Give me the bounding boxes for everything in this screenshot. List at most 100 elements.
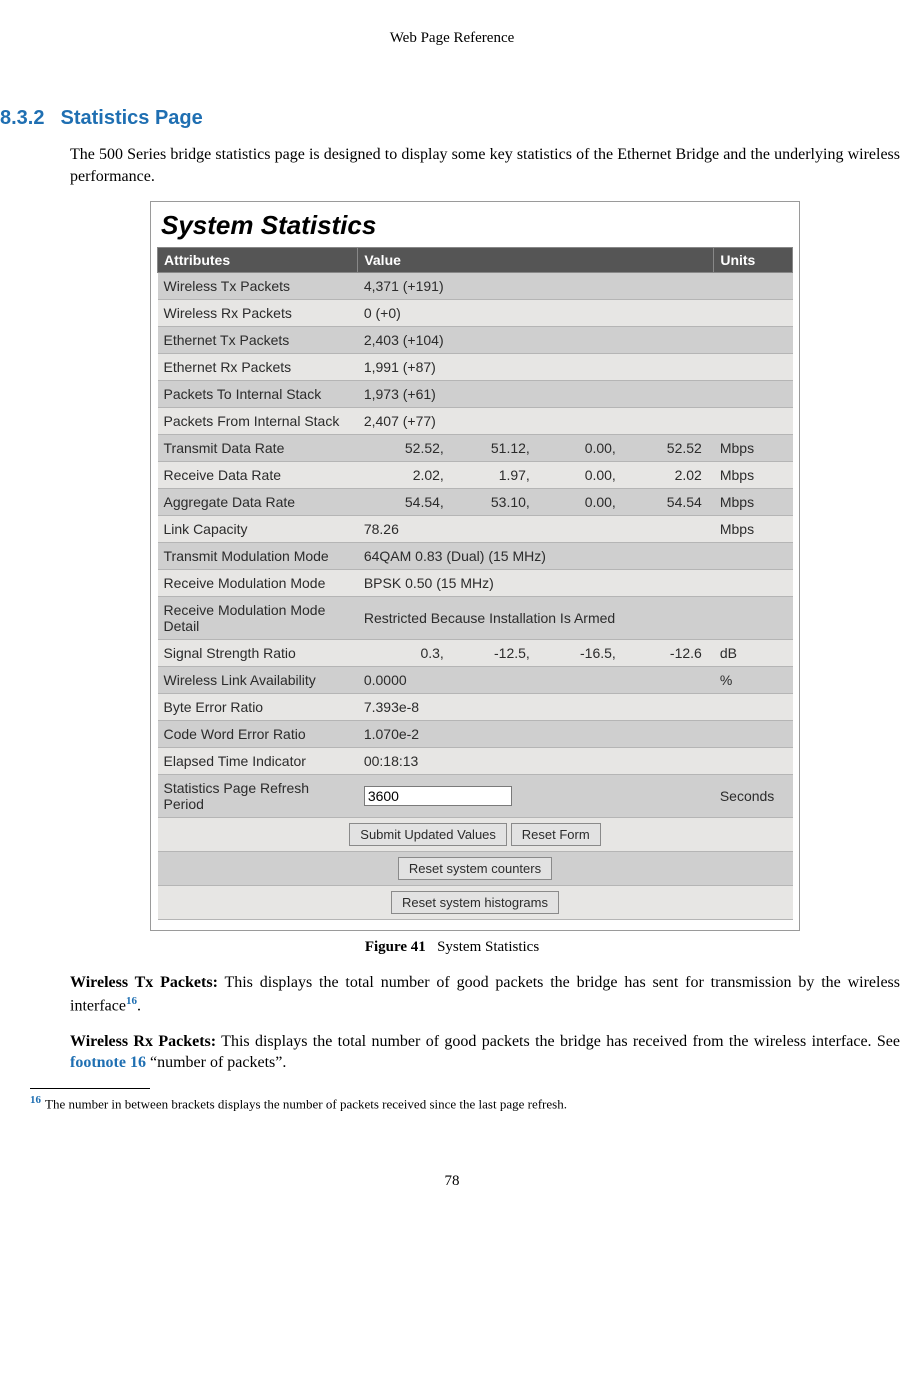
desc-tx-text-b: . <box>137 997 141 1014</box>
cell-value: BPSK 0.50 (15 MHz) <box>358 570 714 597</box>
footnote-text: The number in between brackets displays … <box>45 1096 567 1111</box>
cell-attribute: Wireless Link Availability <box>158 667 358 694</box>
cell-units <box>714 354 793 381</box>
footnote-ref-16[interactable]: footnote 16 <box>70 1054 146 1071</box>
refresh-period-row: Statistics Page Refresh PeriodSeconds <box>158 775 793 818</box>
figure-text: System Statistics <box>437 939 539 955</box>
cell-units <box>714 381 793 408</box>
cell-value: 54.54,53.10,0.00,54.54 <box>358 489 714 516</box>
quad-value: 52.52 <box>622 440 708 456</box>
cell-attribute: Wireless Rx Packets <box>158 300 358 327</box>
figure-caption: Figure 41 System Statistics <box>0 939 904 956</box>
th-value: Value <box>358 248 714 273</box>
cell-attribute: Packets To Internal Stack <box>158 381 358 408</box>
cell-units <box>714 748 793 775</box>
statistics-table: Attributes Value Units Wireless Tx Packe… <box>157 247 793 920</box>
cell-attribute: Receive Data Rate <box>158 462 358 489</box>
cell-value: 2.02,1.97,0.00,2.02 <box>358 462 714 489</box>
table-row: Wireless Rx Packets0 (+0) <box>158 300 793 327</box>
cell-units: Mbps <box>714 489 793 516</box>
button-cell: Reset system counters <box>158 852 793 886</box>
table-row: Packets From Internal Stack2,407 (+77) <box>158 408 793 435</box>
system-statistics-panel: System Statistics Attributes Value Units… <box>150 201 800 931</box>
quad-value: 2.02, <box>364 467 450 483</box>
desc-tx-term: Wireless Tx Packets: <box>70 974 218 991</box>
cell-value: 0 (+0) <box>358 300 714 327</box>
table-row: Signal Strength Ratio0.3,-12.5,-16.5,-12… <box>158 640 793 667</box>
section-title: Statistics Page <box>60 107 202 129</box>
table-row: Packets To Internal Stack1,973 (+61) <box>158 381 793 408</box>
quad-value: 0.3, <box>364 645 450 661</box>
cell-attribute: Elapsed Time Indicator <box>158 748 358 775</box>
refresh-period-input[interactable] <box>364 786 512 806</box>
table-row: Ethernet Rx Packets1,991 (+87) <box>158 354 793 381</box>
quad-value: 1.97, <box>450 467 536 483</box>
table-row: Receive Data Rate2.02,1.97,0.00,2.02Mbps <box>158 462 793 489</box>
quad-value: 0.00, <box>536 494 622 510</box>
table-row: Wireless Tx Packets4,371 (+191) <box>158 273 793 300</box>
cell-attribute: Transmit Data Rate <box>158 435 358 462</box>
desc-rx-text-b: “number of packets”. <box>146 1054 286 1071</box>
cell-value: 1,973 (+61) <box>358 381 714 408</box>
button-row-1: Submit Updated Values Reset Form <box>158 818 793 852</box>
reset-system-counters-button[interactable]: Reset system counters <box>398 857 552 880</box>
cell-units <box>714 570 793 597</box>
running-head: Web Page Reference <box>0 30 904 47</box>
submit-updated-values-button[interactable]: Submit Updated Values <box>349 823 507 846</box>
cell-attribute: Transmit Modulation Mode <box>158 543 358 570</box>
reset-form-button[interactable]: Reset Form <box>511 823 601 846</box>
quad-value: 0.00, <box>536 440 622 456</box>
button-row-3: Reset system histograms <box>158 886 793 920</box>
th-units: Units <box>714 248 793 273</box>
button-cell: Submit Updated Values Reset Form <box>158 818 793 852</box>
section-number: 8.3.2 <box>0 107 44 129</box>
quad-value: -12.6 <box>622 645 708 661</box>
cell-units <box>714 327 793 354</box>
cell-attribute: Receive Modulation Mode <box>158 570 358 597</box>
figure-label: Figure 41 <box>365 939 426 955</box>
cell-value: 4,371 (+191) <box>358 273 714 300</box>
reset-system-histograms-button[interactable]: Reset system histograms <box>391 891 559 914</box>
table-row: Elapsed Time Indicator00:18:13 <box>158 748 793 775</box>
cell-attribute: Ethernet Rx Packets <box>158 354 358 381</box>
quad-value: 54.54 <box>622 494 708 510</box>
table-row: Receive Modulation Mode DetailRestricted… <box>158 597 793 640</box>
cell-value: 52.52,51.12,0.00,52.52 <box>358 435 714 462</box>
quad-value: 54.54, <box>364 494 450 510</box>
desc-rx-term: Wireless Rx Packets: <box>70 1033 216 1050</box>
table-row: Byte Error Ratio7.393e-8 <box>158 694 793 721</box>
section-heading: 8.3.2 Statistics Page <box>0 107 904 130</box>
cell-units: % <box>714 667 793 694</box>
cell-value: 1,991 (+87) <box>358 354 714 381</box>
cell-attribute: Code Word Error Ratio <box>158 721 358 748</box>
cell-value: 7.393e-8 <box>358 694 714 721</box>
cell-units <box>714 273 793 300</box>
cell-units <box>714 694 793 721</box>
quad-value: 51.12, <box>450 440 536 456</box>
table-row: Code Word Error Ratio1.070e-2 <box>158 721 793 748</box>
th-attributes: Attributes <box>158 248 358 273</box>
cell-attribute: Byte Error Ratio <box>158 694 358 721</box>
page-number: 78 <box>0 1173 904 1190</box>
cell-value: 1.070e-2 <box>358 721 714 748</box>
cell-attribute: Packets From Internal Stack <box>158 408 358 435</box>
cell-attribute: Signal Strength Ratio <box>158 640 358 667</box>
quad-value: 0.00, <box>536 467 622 483</box>
intro-paragraph: The 500 Series bridge statistics page is… <box>70 144 904 187</box>
desc-wireless-tx: Wireless Tx Packets: This displays the t… <box>70 972 904 1017</box>
cell-value: 00:18:13 <box>358 748 714 775</box>
table-row: Transmit Modulation Mode64QAM 0.83 (Dual… <box>158 543 793 570</box>
cell-attribute: Aggregate Data Rate <box>158 489 358 516</box>
cell-units <box>714 543 793 570</box>
cell-attribute: Receive Modulation Mode Detail <box>158 597 358 640</box>
cell-units <box>714 408 793 435</box>
quad-value: 52.52, <box>364 440 450 456</box>
footnote-link-16[interactable]: 16 <box>126 995 137 1007</box>
cell-value: 78.26 <box>358 516 714 543</box>
cell-value: 0.3,-12.5,-16.5,-12.6 <box>358 640 714 667</box>
cell-units: Mbps <box>714 462 793 489</box>
cell-attribute: Link Capacity <box>158 516 358 543</box>
cell-value: 64QAM 0.83 (Dual) (15 MHz) <box>358 543 714 570</box>
quad-value: -12.5, <box>450 645 536 661</box>
cell-attribute: Ethernet Tx Packets <box>158 327 358 354</box>
